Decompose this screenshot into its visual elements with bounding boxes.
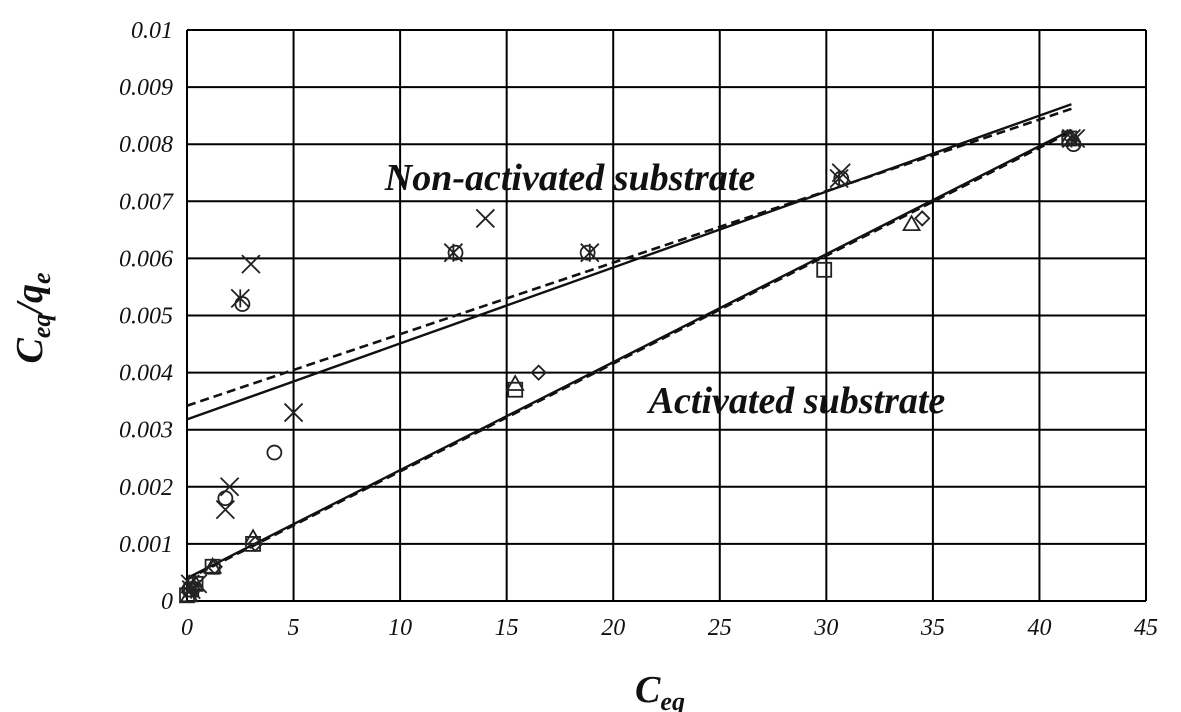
triangle-marker bbox=[505, 374, 525, 391]
circle-glyph bbox=[579, 244, 596, 261]
triangle-marker bbox=[902, 214, 922, 232]
y-tick-label: 0.006 bbox=[119, 246, 173, 272]
triangle-glyph bbox=[243, 528, 263, 546]
cross-glyph bbox=[215, 500, 235, 520]
asterisk-marker bbox=[230, 288, 250, 309]
cross-marker bbox=[283, 402, 304, 423]
cross-glyph bbox=[475, 208, 495, 229]
cross-marker bbox=[215, 500, 235, 520]
circle-glyph bbox=[447, 244, 464, 261]
diamond-marker bbox=[185, 581, 202, 598]
cross-glyph bbox=[241, 254, 261, 274]
cross-glyph bbox=[219, 477, 240, 497]
annotation-non-activated: Non-activated substrate bbox=[384, 157, 756, 199]
cross-glyph bbox=[831, 163, 851, 183]
trend-line-solid bbox=[186, 103, 1072, 421]
cross-glyph bbox=[283, 402, 304, 423]
cross-marker bbox=[831, 163, 851, 183]
data-points bbox=[179, 128, 1086, 604]
y-axis-title-sub2: e bbox=[27, 272, 56, 284]
circle-marker bbox=[217, 490, 234, 507]
x-tick-label: 5 bbox=[288, 615, 300, 641]
diamond-glyph bbox=[246, 535, 264, 553]
circle-glyph bbox=[234, 296, 251, 312]
y-tick-label: 0.01 bbox=[131, 18, 173, 44]
asterisk-glyph bbox=[230, 288, 250, 309]
diamond-glyph bbox=[206, 558, 223, 576]
cross-marker bbox=[219, 477, 240, 497]
diamond-glyph bbox=[530, 364, 547, 381]
trend-line-dashed bbox=[186, 130, 1072, 581]
x-axis-title-sub: eq bbox=[660, 687, 685, 712]
triangle-glyph bbox=[179, 585, 199, 603]
x-tick-label: 30 bbox=[813, 615, 838, 641]
square-glyph bbox=[816, 261, 833, 278]
triangle-glyph bbox=[185, 574, 206, 591]
y-axis-title: Ceq/qe bbox=[9, 272, 56, 363]
diamond-glyph bbox=[185, 581, 202, 598]
trend-lines bbox=[186, 103, 1072, 581]
diamond-marker bbox=[206, 558, 223, 576]
y-tick-label: 0.008 bbox=[119, 132, 173, 158]
cross-marker bbox=[475, 208, 495, 229]
x-tick-label: 10 bbox=[388, 615, 412, 641]
cross-marker bbox=[241, 254, 261, 274]
y-tick-label: 0.001 bbox=[119, 532, 173, 558]
x-tick-label: 40 bbox=[1027, 615, 1051, 641]
circle-marker bbox=[447, 244, 464, 261]
y-tick-label: 0.007 bbox=[119, 189, 174, 215]
circle-glyph bbox=[833, 170, 850, 187]
y-tick-label: 0.009 bbox=[119, 75, 173, 101]
square-marker bbox=[816, 261, 833, 278]
y-axis-title-c: C bbox=[9, 338, 51, 364]
x-tick-label: 20 bbox=[601, 615, 625, 641]
circle-marker bbox=[579, 244, 596, 261]
diamond-marker bbox=[530, 364, 547, 381]
triangle-marker bbox=[185, 574, 206, 591]
y-tick-label: 0.005 bbox=[119, 304, 173, 330]
circle-marker bbox=[266, 444, 283, 461]
x-tick-label: 0 bbox=[181, 615, 193, 641]
tick-labels: 0 5 10 15 20 25 30 35 40 45 0 0.001 0.002 0.003 0.004 0… bbox=[119, 18, 1158, 641]
x-tick-label: 35 bbox=[920, 615, 945, 641]
y-tick-label: 0.003 bbox=[119, 418, 173, 444]
x-tick-label: 15 bbox=[495, 615, 519, 641]
x-axis-title-main: C bbox=[635, 669, 661, 711]
y-axis-title-q: /q bbox=[9, 284, 51, 317]
diamond-glyph bbox=[913, 210, 931, 227]
y-axis-title-sub1: eq bbox=[27, 314, 56, 339]
x-tick-label: 45 bbox=[1134, 615, 1158, 641]
grid bbox=[186, 29, 1147, 602]
diamond-marker bbox=[913, 210, 931, 227]
diamond-glyph bbox=[1063, 130, 1080, 147]
y-tick-label: 0 bbox=[161, 589, 173, 615]
circle-glyph bbox=[266, 444, 283, 461]
annotation-activated: Activated substrate bbox=[647, 380, 946, 422]
circle-glyph bbox=[217, 490, 234, 507]
trend-line-dashed bbox=[186, 107, 1072, 407]
x-axis-title: Ceq bbox=[635, 669, 685, 712]
y-tick-label: 0.004 bbox=[119, 361, 173, 387]
y-tick-label: 0.002 bbox=[119, 475, 173, 501]
circle-marker bbox=[833, 170, 850, 187]
triangle-marker bbox=[243, 528, 263, 546]
triangle-glyph bbox=[505, 374, 525, 391]
triangle-marker bbox=[179, 585, 199, 603]
diamond-marker bbox=[246, 535, 264, 553]
circle-marker bbox=[234, 296, 251, 312]
diamond-marker bbox=[1063, 130, 1080, 147]
x-tick-label: 25 bbox=[708, 615, 732, 641]
triangle-glyph bbox=[902, 214, 922, 232]
